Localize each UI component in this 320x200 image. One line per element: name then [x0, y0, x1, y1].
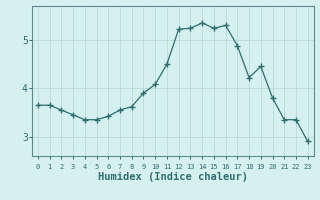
X-axis label: Humidex (Indice chaleur): Humidex (Indice chaleur) — [98, 172, 248, 182]
